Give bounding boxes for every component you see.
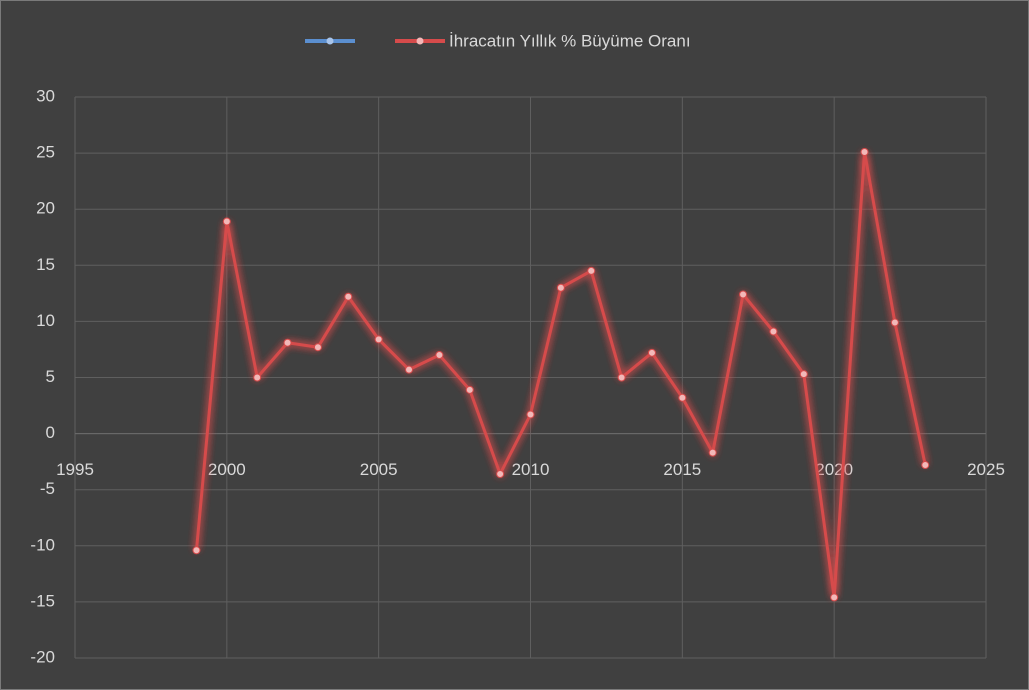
data-point (708, 448, 717, 457)
data-point (192, 546, 201, 555)
data-point (465, 385, 474, 394)
data-point (374, 335, 383, 344)
data-point (253, 373, 262, 382)
y-tick-label: 0 (46, 423, 55, 442)
x-tick-label: 2020 (815, 460, 853, 479)
data-point (921, 461, 930, 470)
data-point (222, 217, 231, 226)
data-point (890, 318, 899, 327)
y-tick-label: -15 (30, 591, 55, 610)
data-point (496, 469, 505, 478)
data-point (587, 266, 596, 275)
data-point (739, 290, 748, 299)
y-tick-label: 30 (36, 86, 55, 105)
data-point (405, 365, 414, 374)
data-point (647, 348, 656, 357)
data-point (678, 393, 687, 402)
y-tick-label: 20 (36, 199, 55, 218)
legend-marker (326, 37, 334, 45)
y-tick-label: -10 (30, 535, 55, 554)
x-tick-label: 2025 (967, 460, 1005, 479)
y-tick-label: -5 (40, 479, 55, 498)
data-point (830, 593, 839, 602)
x-tick-label: 2005 (360, 460, 398, 479)
x-tick-label: 1995 (56, 460, 94, 479)
x-tick-label: 2015 (663, 460, 701, 479)
y-tick-label: 5 (46, 367, 55, 386)
data-point (769, 327, 778, 336)
data-point (283, 338, 292, 347)
legend-label: İhracatın Yıllık % Büyüme Oranı (449, 31, 691, 50)
data-point (435, 351, 444, 360)
data-point (799, 370, 808, 379)
data-point (313, 343, 322, 352)
data-point (617, 373, 626, 382)
data-point (556, 283, 565, 292)
y-tick-label: 25 (36, 143, 55, 162)
y-tick-label: -20 (30, 647, 55, 666)
x-tick-label: 2000 (208, 460, 246, 479)
data-point (344, 292, 353, 301)
x-tick-label: 2010 (512, 460, 550, 479)
data-point (860, 147, 869, 156)
legend-marker (416, 37, 424, 45)
y-tick-label: 10 (36, 311, 55, 330)
y-tick-label: 15 (36, 255, 55, 274)
data-point (526, 410, 535, 419)
